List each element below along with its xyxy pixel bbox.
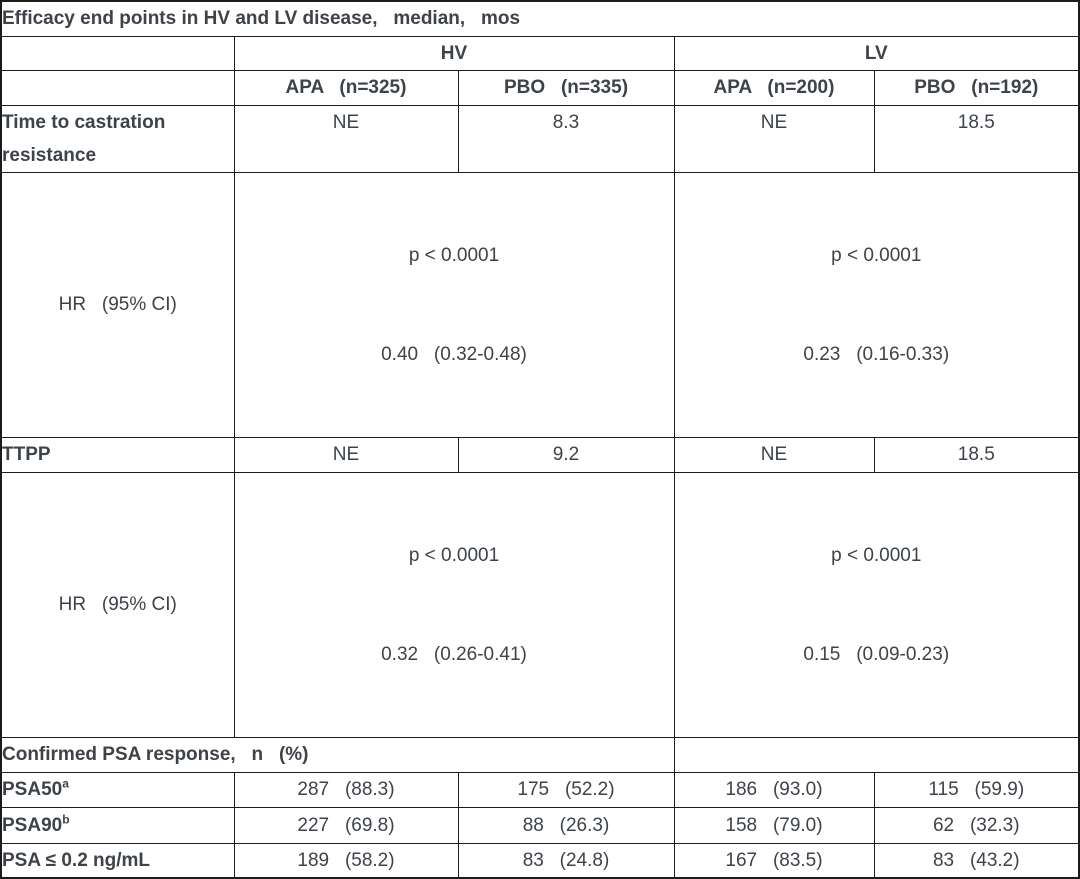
cell-hr-castration-hv: p < 0.0001 0.40 (0.32-0.48) — [233, 171, 675, 438]
corner-empty-cell — [0, 35, 235, 71]
psa50-footnote-marker: a — [62, 776, 69, 791]
cell-castration-lv-apa: NE — [673, 104, 875, 173]
row-label-castration: Time to castration resistance — [0, 104, 235, 173]
cell-psa-le-02-hv-apa: 189 (58.2) — [233, 842, 459, 879]
hr-castration-lv-pvalue: p < 0.0001 — [831, 244, 922, 266]
cell-psa90-lv-apa: 158 (79.0) — [673, 806, 875, 844]
table-row-hr-castration: HR (95% CI) p < 0.0001 0.40 (0.32-0.48) … — [0, 171, 1080, 438]
table-row-psa90: PSA90b 227 (69.8) 88 (26.3) 158 (79.0) 6… — [0, 806, 1080, 844]
hr-castration-hv-pvalue: p < 0.0001 — [408, 244, 500, 266]
row-label-hr-ttpp: HR (95% CI) — [0, 471, 235, 738]
section-header-psa-response: Confirmed PSA response, n (%) — [0, 736, 675, 773]
table-row-arm-headers: APA (n=325) PBO (n=335) APA (n=200) PBO … — [0, 69, 1080, 106]
cell-ttpp-hv-pbo: 9.2 — [457, 436, 675, 473]
arm-header-lv-pbo: PBO (n=192) — [873, 69, 1080, 106]
row-label-psa50: PSA50a — [0, 771, 235, 808]
cell-castration-lv-pbo: 18.5 — [873, 104, 1080, 173]
cell-psa50-hv-pbo: 175 (52.2) — [457, 771, 675, 808]
arm-header-hv-pbo: PBO (n=335) — [457, 69, 675, 106]
psa90-label-text: PSA90 — [2, 814, 63, 836]
table-row-hr-ttpp: HR (95% CI) p < 0.0001 0.32 (0.26-0.41) … — [0, 471, 1080, 738]
arm-header-empty-cell — [0, 69, 235, 106]
cell-psa90-lv-pbo: 62 (32.3) — [873, 806, 1080, 844]
cell-psa50-lv-pbo: 115 (59.9) — [873, 771, 1080, 808]
hr-ttpp-lv-estimate: 0.15 (0.09-0.23) — [803, 643, 950, 665]
cell-ttpp-hv-apa: NE — [233, 436, 459, 473]
cell-psa50-hv-apa: 287 (88.3) — [233, 771, 459, 808]
table-row-ttpp: TTPP NE 9.2 NE 18.5 — [0, 436, 1080, 473]
row-label-ttpp: TTPP — [0, 436, 235, 473]
hr-ttpp-hv-pvalue: p < 0.0001 — [408, 544, 500, 566]
row-label-psa90: PSA90b — [0, 806, 235, 844]
row-label-psa-le-02: PSA ≤ 0.2 ng/mL — [0, 842, 235, 879]
psa90-footnote-marker: b — [62, 812, 70, 827]
table-row-group-headers: HV LV — [0, 35, 1080, 71]
table-row-title: Efficacy end points in HV and LV disease… — [0, 0, 1080, 37]
cell-psa90-hv-apa: 227 (69.8) — [233, 806, 459, 844]
psa-section-empty-cell — [673, 736, 1080, 773]
group-header-hv: HV — [233, 35, 675, 71]
hr-ttpp-hv-estimate: 0.32 (0.26-0.41) — [381, 643, 527, 665]
table-row-psa50: PSA50a 287 (88.3) 175 (52.2) 186 (93.0) … — [0, 771, 1080, 808]
cell-castration-hv-pbo: 8.3 — [457, 104, 675, 173]
psa50-label-text: PSA50 — [2, 779, 63, 800]
row-label-hr-castration: HR (95% CI) — [0, 171, 235, 438]
cell-psa-le-02-lv-apa: 167 (83.5) — [673, 842, 875, 879]
table-title: Efficacy end points in HV and LV disease… — [0, 0, 1080, 37]
cell-hr-ttpp-lv: p < 0.0001 0.15 (0.09-0.23) — [673, 471, 1080, 738]
cell-hr-castration-lv: p < 0.0001 0.23 (0.16-0.33) — [673, 171, 1080, 438]
group-header-lv: LV — [673, 35, 1080, 71]
table-row-psa-le-02: PSA ≤ 0.2 ng/mL 189 (58.2) 83 (24.8) 167… — [0, 842, 1080, 879]
hr-castration-lv-estimate: 0.23 (0.16-0.33) — [803, 343, 950, 365]
table-row-castration: Time to castration resistance NE 8.3 NE … — [0, 104, 1080, 173]
cell-ttpp-lv-apa: NE — [673, 436, 875, 473]
cell-psa-le-02-lv-pbo: 83 (43.2) — [873, 842, 1080, 879]
cell-castration-hv-apa: NE — [233, 104, 459, 173]
hr-ttpp-lv-pvalue: p < 0.0001 — [831, 544, 922, 566]
table-row-psa-section: Confirmed PSA response, n (%) — [0, 736, 1080, 773]
arm-header-lv-apa: APA (n=200) — [673, 69, 875, 106]
cell-ttpp-lv-pbo: 18.5 — [873, 436, 1080, 473]
cell-hr-ttpp-hv: p < 0.0001 0.32 (0.26-0.41) — [233, 471, 675, 738]
cell-psa-le-02-hv-pbo: 83 (24.8) — [457, 842, 675, 879]
cell-psa90-hv-pbo: 88 (26.3) — [457, 806, 675, 844]
hr-castration-hv-estimate: 0.40 (0.32-0.48) — [381, 343, 527, 365]
cell-psa50-lv-apa: 186 (93.0) — [673, 771, 875, 808]
arm-header-hv-apa: APA (n=325) — [233, 69, 459, 106]
